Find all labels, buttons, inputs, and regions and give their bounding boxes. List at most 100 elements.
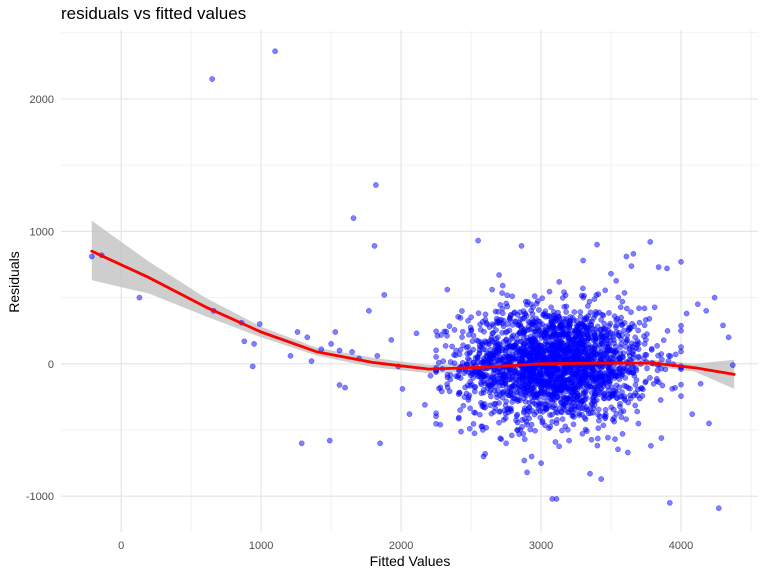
- data-point: [602, 413, 609, 420]
- data-point: [470, 332, 477, 339]
- data-point: [725, 334, 732, 341]
- data-point: [611, 372, 618, 379]
- data-point: [636, 305, 642, 312]
- data-point: [594, 442, 601, 449]
- data-point: [590, 337, 597, 344]
- data-point: [569, 369, 576, 376]
- data-point: [538, 388, 544, 395]
- data-point: [598, 476, 605, 482]
- data-point: [618, 314, 625, 321]
- data-point: [548, 396, 555, 403]
- data-point: [588, 436, 595, 443]
- data-point: [481, 328, 487, 335]
- data-point: [589, 377, 596, 384]
- data-point: [515, 396, 522, 403]
- data-point: [715, 505, 722, 512]
- data-point: [569, 413, 576, 419]
- data-point: [444, 286, 451, 293]
- data-point: [298, 440, 305, 447]
- data-point: [623, 253, 630, 260]
- data-point: [549, 411, 555, 418]
- data-point: [541, 334, 548, 340]
- data-point: [593, 310, 600, 317]
- data-point: [566, 437, 572, 444]
- data-point: [272, 48, 278, 55]
- data-point: [308, 358, 315, 364]
- data-point: [549, 351, 555, 358]
- data-point: [542, 313, 549, 320]
- data-point: [496, 340, 502, 347]
- data-point: [447, 376, 454, 383]
- data-point: [612, 436, 618, 442]
- data-point: [601, 326, 608, 332]
- data-point: [519, 423, 525, 430]
- data-point: [666, 500, 673, 506]
- data-point: [472, 409, 479, 416]
- data-point: [527, 356, 534, 363]
- data-point: [440, 358, 447, 364]
- data-point: [537, 368, 543, 374]
- smooth-curve: [90, 249, 736, 376]
- data-point: [504, 353, 511, 359]
- data-point: [584, 328, 590, 334]
- data-point: [642, 379, 649, 386]
- data-point: [581, 338, 588, 345]
- data-point: [483, 424, 490, 431]
- x-tick-label: 4000: [669, 540, 693, 552]
- data-point: [595, 411, 601, 418]
- data-point: [588, 322, 595, 329]
- data-point: [569, 349, 576, 356]
- data-point: [458, 428, 464, 435]
- data-point: [518, 372, 525, 379]
- data-point: [644, 365, 650, 372]
- data-point: [556, 443, 562, 450]
- data-point: [610, 387, 617, 394]
- data-point: [459, 334, 465, 340]
- data-point: [546, 380, 553, 387]
- data-point: [577, 309, 584, 315]
- data-point: [588, 348, 595, 354]
- data-point: [536, 332, 543, 338]
- data-point: [639, 392, 646, 399]
- data-point: [473, 337, 480, 344]
- data-point: [489, 338, 496, 345]
- data-point: [530, 384, 537, 391]
- data-point: [371, 243, 378, 249]
- data-point: [516, 431, 522, 437]
- data-point: [538, 460, 544, 466]
- data-point: [703, 307, 710, 314]
- data-point: [209, 76, 216, 82]
- data-point: [530, 304, 536, 311]
- data-point: [630, 250, 637, 257]
- data-point: [566, 364, 573, 370]
- data-point: [484, 321, 491, 328]
- y-tick-label: 0: [48, 359, 54, 371]
- data-point: [539, 321, 546, 327]
- data-point: [587, 406, 594, 412]
- data-point: [655, 264, 662, 270]
- data-point: [553, 347, 560, 354]
- data-point: [634, 408, 641, 415]
- data-point: [522, 298, 529, 305]
- data-point: [572, 406, 578, 413]
- data-point: [434, 332, 441, 339]
- data-point: [634, 338, 641, 345]
- data-point: [666, 352, 672, 359]
- data-point: [529, 369, 535, 376]
- data-point: [630, 370, 637, 376]
- data-point: [494, 356, 501, 363]
- data-point: [479, 318, 486, 325]
- data-point: [455, 415, 462, 422]
- data-point: [451, 360, 458, 367]
- data-point: [557, 376, 563, 383]
- data-point: [554, 341, 561, 348]
- data-point: [511, 310, 517, 316]
- data-point: [623, 305, 630, 312]
- data-point: [595, 406, 602, 413]
- data-point: [528, 453, 535, 460]
- data-point: [532, 427, 538, 434]
- data-point: [559, 347, 566, 353]
- data-point: [537, 414, 544, 421]
- data-point: [606, 322, 613, 329]
- data-point: [489, 321, 496, 328]
